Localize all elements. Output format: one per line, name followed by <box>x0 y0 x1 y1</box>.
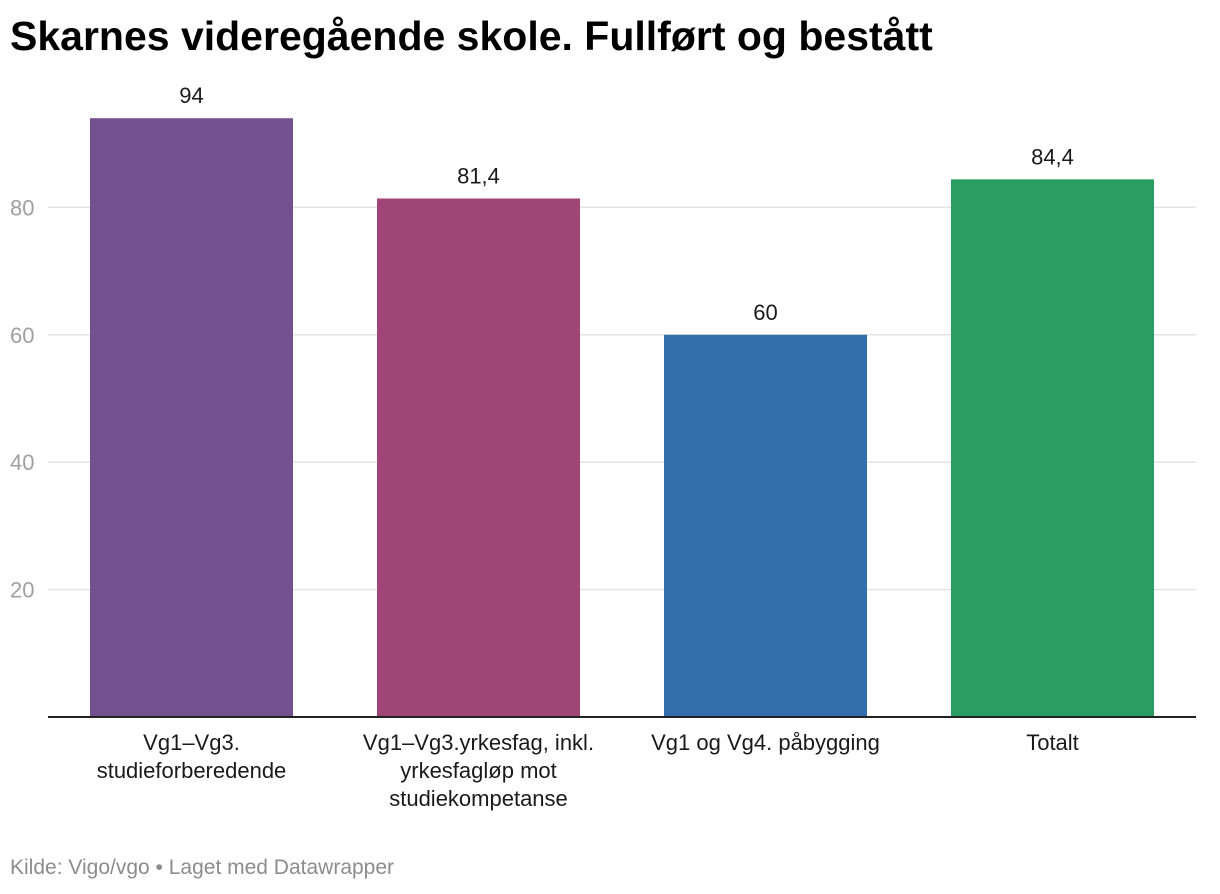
bar <box>90 118 293 718</box>
bar-value-label: 94 <box>179 83 203 108</box>
x-category-label: yrkesfagløp mot <box>400 758 557 783</box>
bar-value-label: 60 <box>753 300 777 325</box>
y-tick-label: 40 <box>10 450 34 475</box>
bar-value-label: 81,4 <box>457 163 500 188</box>
bar-value-label: 84,4 <box>1031 144 1074 169</box>
x-category-label: Vg1–Vg3.yrkesfag, inkl. <box>363 730 594 755</box>
x-category-label: Vg1 og Vg4. påbygging <box>651 730 880 755</box>
bar <box>377 198 580 717</box>
y-tick-label: 60 <box>10 323 34 348</box>
y-tick-label: 20 <box>10 578 34 603</box>
bar <box>664 334 867 717</box>
y-tick-label: 80 <box>10 195 34 220</box>
x-category-label: studieforberedende <box>97 758 287 783</box>
bar <box>951 179 1154 717</box>
chart-title: Skarnes videregående skole. Fullført og … <box>10 13 933 59</box>
x-category-label: studiekompetanse <box>389 786 568 811</box>
x-category-label: Vg1–Vg3. <box>143 730 240 755</box>
x-category-label: Totalt <box>1026 730 1079 755</box>
source-footer: Kilde: Vigo/vgo • Laget med Datawrapper <box>10 856 395 879</box>
